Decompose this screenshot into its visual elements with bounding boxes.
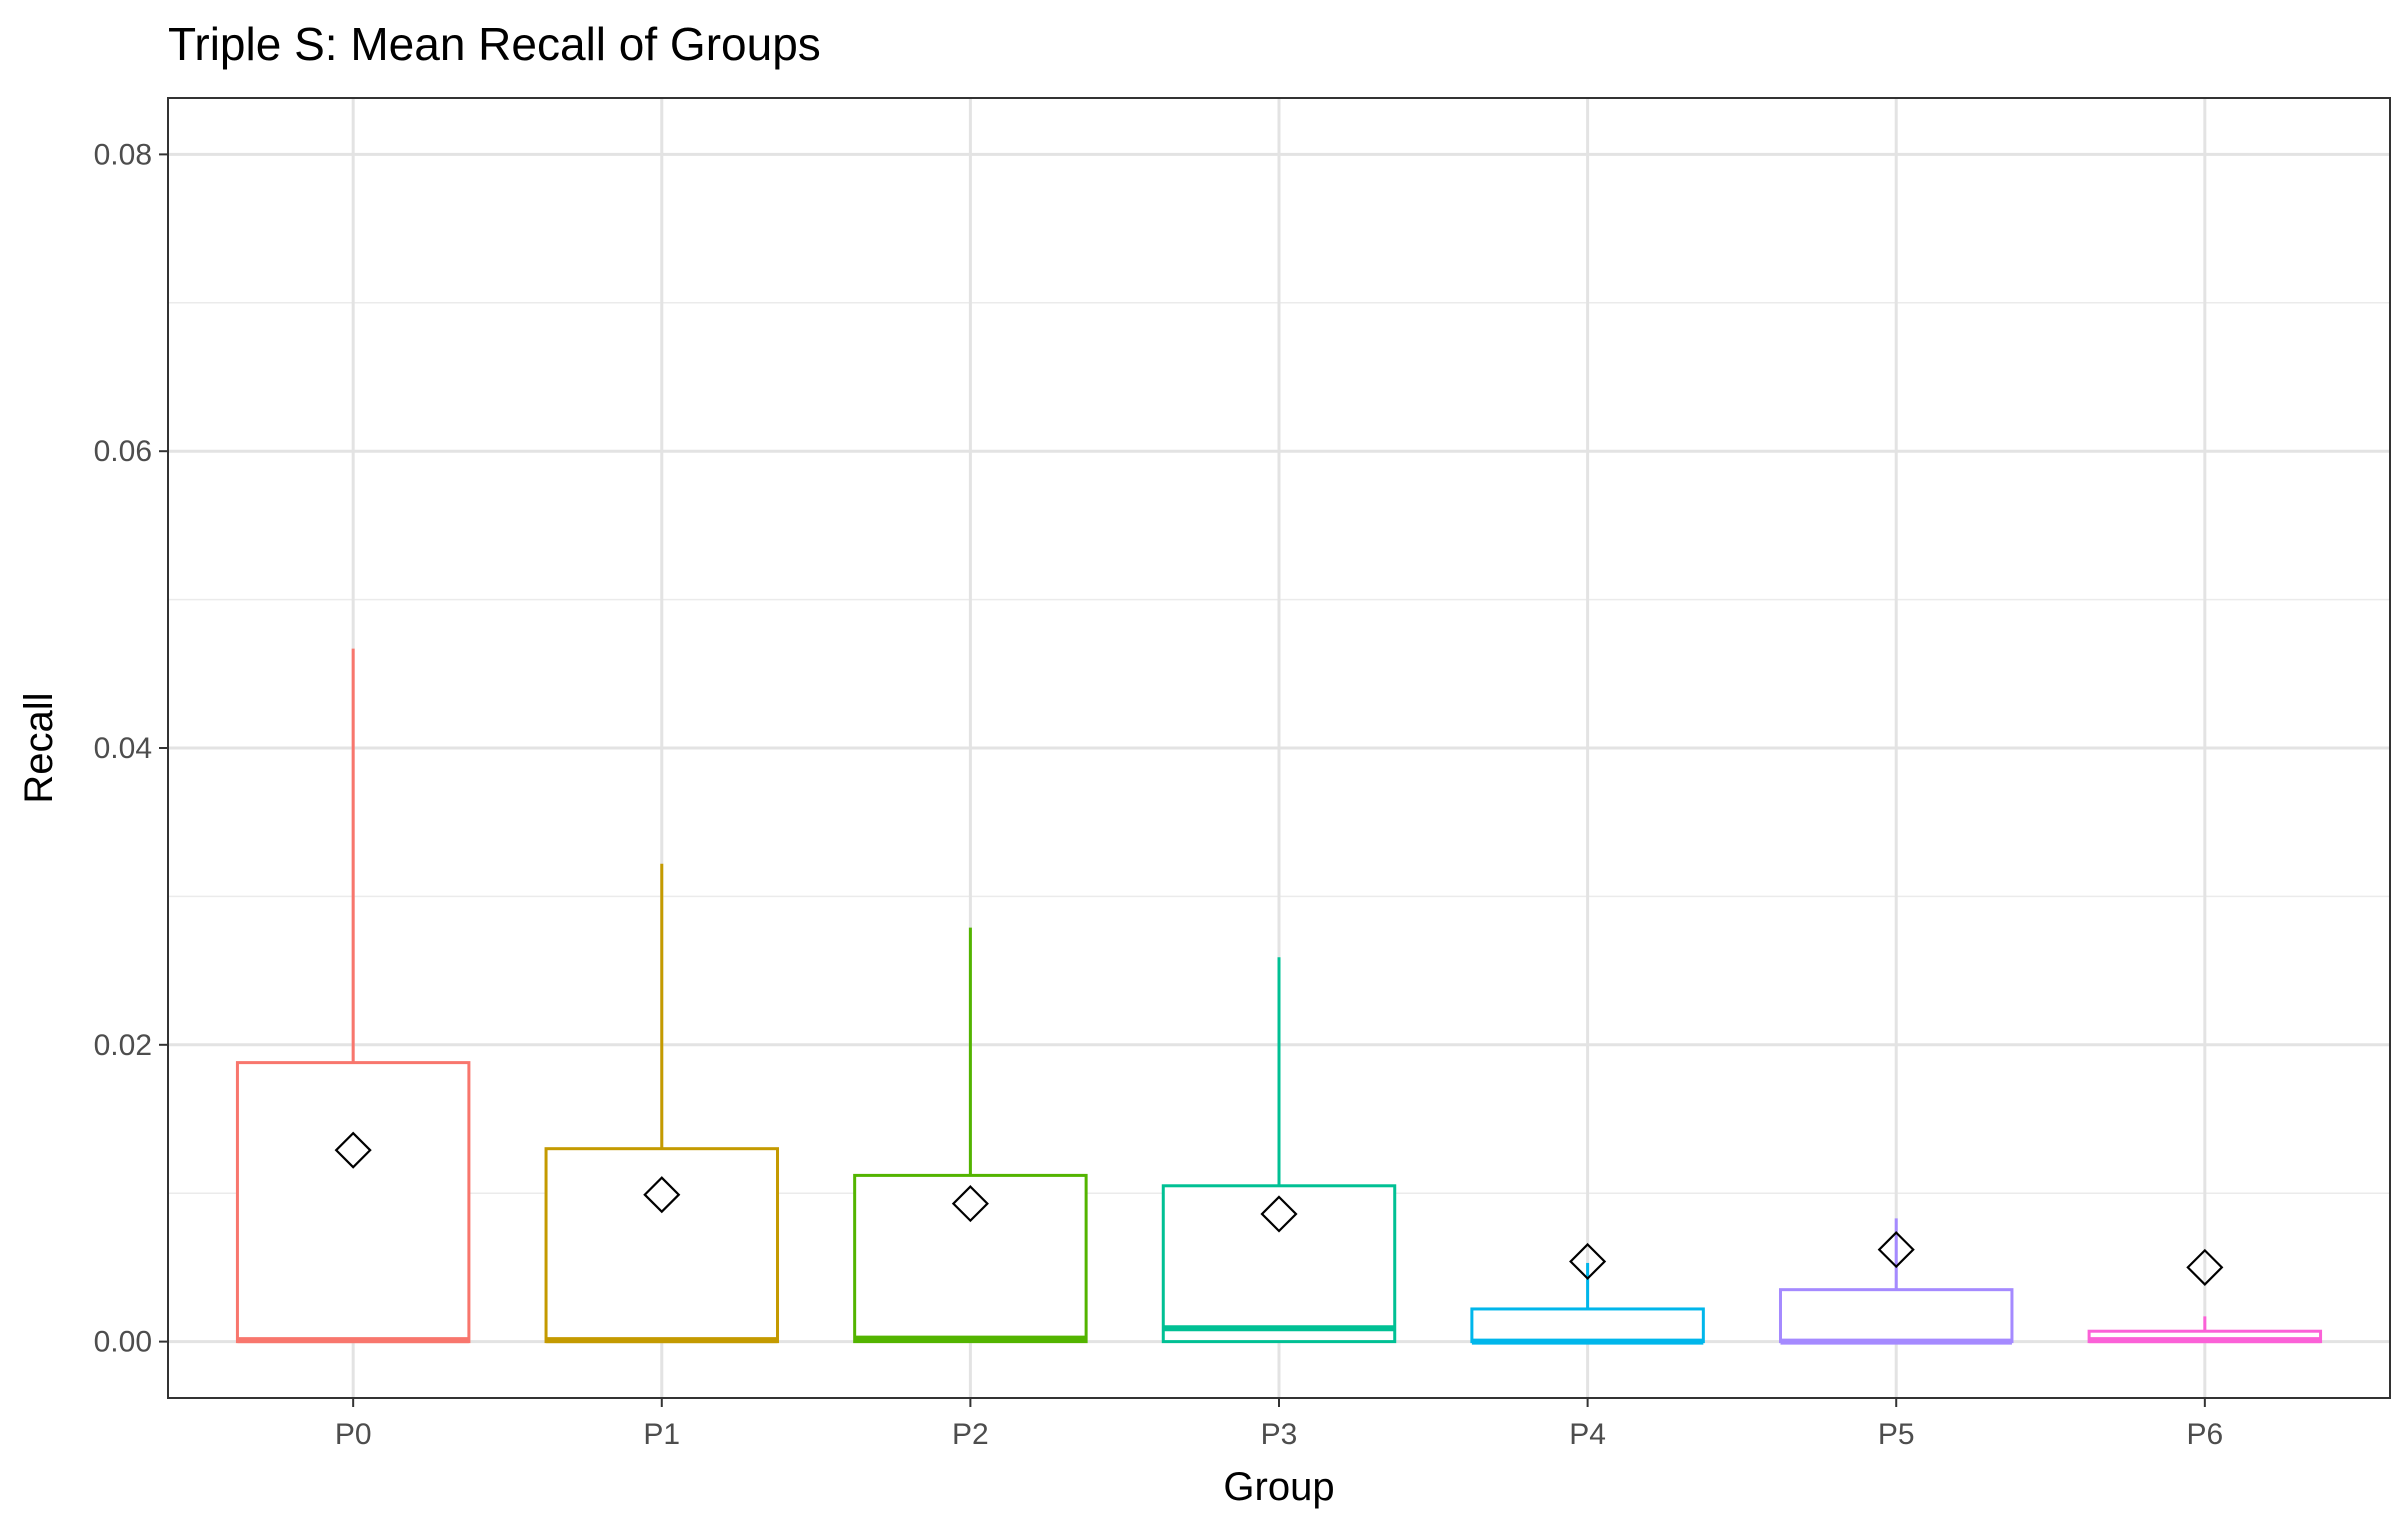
iqr-box: [1161, 1184, 1397, 1344]
box-layer: [235, 648, 2323, 1345]
box-P2: [853, 927, 1088, 1344]
box-P3: [1161, 957, 1397, 1344]
mean-diamond-P0: [334, 1131, 372, 1169]
iqr-box: [853, 1173, 1088, 1344]
box-P5: [1778, 1218, 2014, 1345]
mean-diamond-P1: [643, 1176, 681, 1214]
y-tick-label: 0.06: [94, 435, 152, 468]
mean-diamond-P5: [1877, 1231, 1915, 1269]
x-tick-label: P4: [1569, 1418, 1606, 1451]
y-tick-label: 0.04: [94, 732, 152, 765]
chart-title: Triple S: Mean Recall of Groups: [168, 18, 821, 70]
x-tick-label: P5: [1878, 1418, 1915, 1451]
mean-diamond-P6: [2186, 1248, 2224, 1286]
x-axis-title: Group: [1223, 1465, 1334, 1509]
iqr-box: [1778, 1288, 2014, 1344]
y-axis: 0.00 0.02 0.04 0.06 0.08: [94, 138, 168, 1359]
x-axis: P0 P1 P2 P3 P4 P5 P6: [335, 1398, 2223, 1451]
mean-diamond-P4: [1569, 1242, 1607, 1281]
mean-markers: [334, 1131, 2224, 1286]
x-tick-label: P6: [2186, 1418, 2223, 1451]
x-tick-label: P1: [643, 1418, 680, 1451]
box-P4: [1470, 1262, 1705, 1345]
mean-diamond-P2: [951, 1185, 989, 1223]
box-P0: [235, 648, 471, 1344]
box-P6: [2087, 1316, 2323, 1344]
x-tick-label: P3: [1261, 1418, 1298, 1451]
y-tick-label: 0.08: [94, 138, 152, 171]
iqr-box: [1470, 1307, 1705, 1344]
y-tick-label: 0.00: [94, 1326, 152, 1359]
iqr-box: [235, 1061, 471, 1344]
x-tick-label: P0: [335, 1418, 372, 1451]
iqr-box: [544, 1147, 780, 1344]
y-tick-label: 0.02: [94, 1029, 152, 1062]
x-tick-label: P2: [952, 1418, 989, 1451]
y-axis-title: Recall: [17, 692, 61, 803]
mean-diamond-P3: [1260, 1195, 1298, 1233]
box-P1: [544, 863, 780, 1344]
